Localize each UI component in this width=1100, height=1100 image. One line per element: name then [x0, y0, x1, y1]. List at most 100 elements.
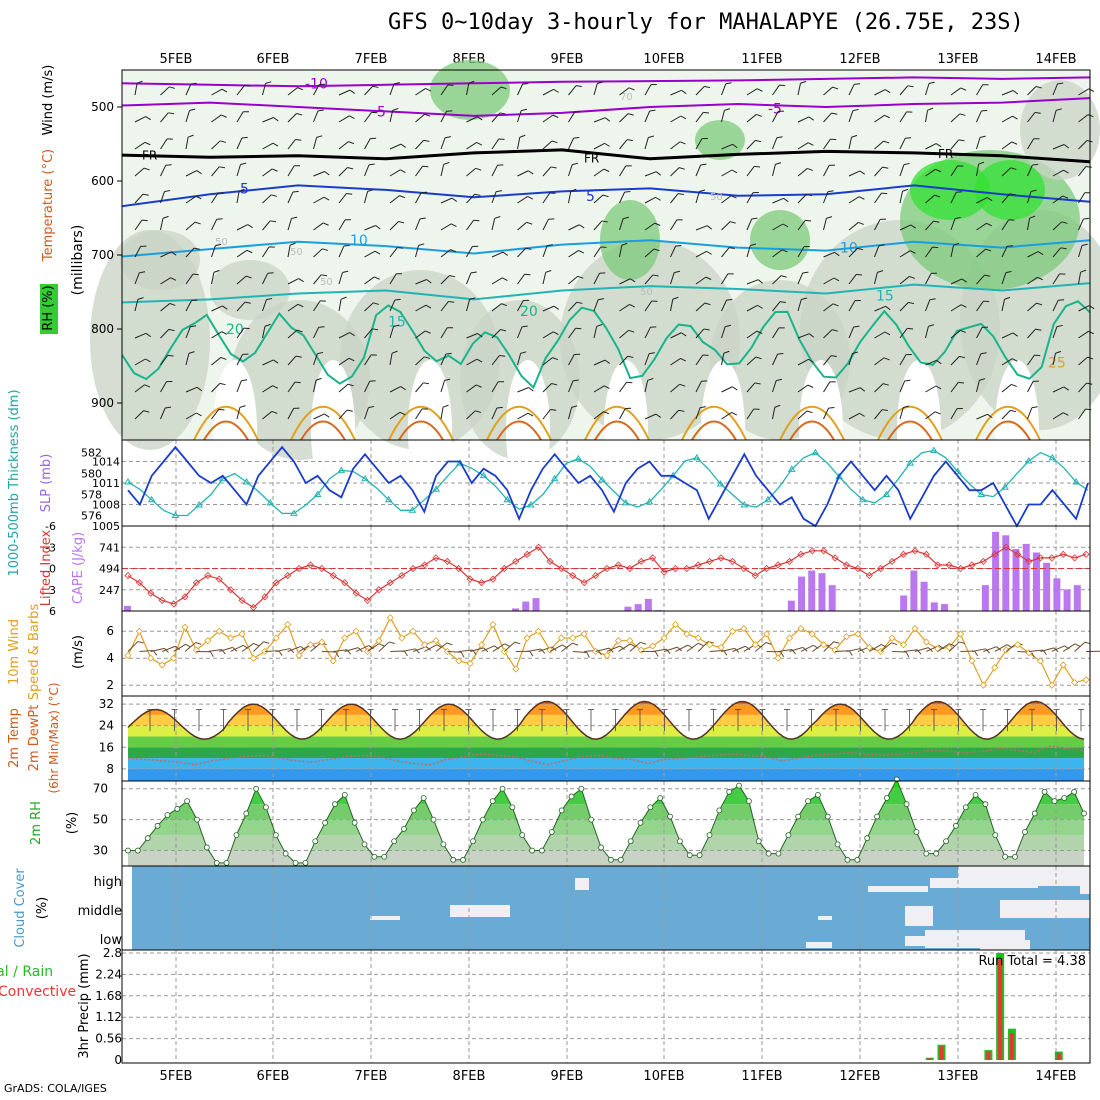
- wind-barb-staff: [415, 279, 427, 285]
- cloud-patch: [905, 936, 935, 946]
- wind-barb: [211, 88, 228, 96]
- wind-barb-staff: [389, 247, 398, 258]
- wind-barb-flag: [295, 355, 302, 358]
- wind-barb: [914, 647, 933, 652]
- lifted-index-marker: [877, 564, 885, 573]
- wind-barb-flag: [752, 192, 759, 194]
- wind-barb-flag: [702, 354, 709, 356]
- temperature-contour: [300, 420, 346, 441]
- rh-legend-swatch: [40, 284, 58, 334]
- wind-barb-flag: [476, 358, 483, 363]
- lifted-index-marker: [797, 550, 805, 558]
- lifted-index-marker: [181, 593, 189, 601]
- wind-barb-staff: [415, 356, 425, 366]
- wind-barb-flag: [221, 88, 228, 93]
- wind-barb-flag: [577, 275, 584, 279]
- y-tick-label-right: 494: [99, 563, 120, 576]
- rh-marker: [1061, 795, 1068, 801]
- wind-barb-flag: [292, 190, 299, 193]
- wind-barb: [721, 169, 738, 177]
- wind-barb: [1001, 332, 1018, 339]
- wind-barb-flag: [803, 246, 810, 248]
- wind-barb-flag: [934, 194, 941, 198]
- wind-barb-flag: [652, 274, 659, 277]
- wind-barb-flag: [1063, 169, 1069, 174]
- wind-barb-flag: [445, 352, 452, 355]
- wind-barb: [1078, 382, 1093, 393]
- wind-barb-staff: [772, 164, 776, 177]
- wind-barb: [619, 139, 633, 150]
- temperature-contour-label: 15: [876, 289, 894, 305]
- wind-barb-staff: [568, 327, 576, 339]
- rh-marker: [154, 822, 161, 829]
- lifted-index-marker: [785, 557, 794, 565]
- wind-barb-staff: [823, 191, 829, 204]
- wind-barb-flag: [851, 134, 858, 138]
- wind-barb-flag: [552, 357, 559, 361]
- wind-barb-staff: [644, 196, 656, 204]
- temperature-line: [127, 700, 1085, 740]
- wind-barb-staff: [593, 359, 606, 366]
- wind-barb-staff: [517, 247, 527, 258]
- rh-marker: [765, 850, 772, 857]
- wind-barb-staff: [491, 251, 504, 258]
- wind-barb: [568, 85, 582, 96]
- wind-barb-staff: [848, 110, 854, 123]
- wind-speed-marker: [717, 643, 725, 651]
- cape-bar: [798, 576, 806, 611]
- wind-barb-flag: [168, 112, 175, 115]
- wind-barb-flag: [527, 412, 534, 417]
- wind-barb-staff: [1027, 164, 1033, 177]
- wind-barb-staff: [236, 111, 244, 123]
- wind-barb-staff: [1052, 273, 1060, 285]
- wind-barb: [899, 137, 912, 150]
- wind-barb-flag: [978, 161, 985, 165]
- wind-barb-flag: [982, 326, 988, 328]
- wind-barb: [542, 331, 559, 339]
- wind-barb-staff: [364, 328, 373, 339]
- wind-barb-staff: [1078, 356, 1088, 366]
- wind-barb-staff: [517, 196, 528, 204]
- lifted-index-marker: [535, 543, 543, 551]
- wind-barb-staff: [899, 302, 909, 312]
- wind-barb: [950, 329, 966, 339]
- wind-barb-flag: [753, 408, 760, 410]
- wind-barb: [593, 272, 606, 285]
- wind-barb-flag: [346, 193, 353, 195]
- wind-barb-staff: [262, 117, 274, 123]
- wind-barb: [491, 303, 508, 312]
- rh-marker: [854, 856, 861, 863]
- wind-barb-staff: [338, 272, 343, 285]
- wind-barb: [797, 246, 810, 258]
- thickness-marker: [764, 495, 772, 503]
- lifted-index-marker: [831, 554, 839, 562]
- precip-convective-bar: [986, 1051, 991, 1060]
- wind-barb: [721, 82, 732, 96]
- wind-barb-flag: [626, 381, 633, 384]
- wind-barb-flag: [526, 221, 533, 225]
- wind-barb: [211, 305, 228, 312]
- wind-barb-staff: [686, 642, 699, 652]
- cape-bar: [1063, 589, 1071, 611]
- wind-barb: [1001, 245, 1014, 258]
- wind-barb-staff: [823, 329, 833, 339]
- wind-barb-flag: [754, 165, 761, 168]
- wind-barb-flag: [1007, 245, 1014, 247]
- temp-band: [128, 758, 1084, 769]
- wind-barb-staff: [491, 138, 500, 150]
- wind-barb-staff: [629, 641, 641, 652]
- wind-barb-flag: [726, 299, 733, 301]
- wind-speed-marker: [318, 638, 326, 646]
- wind-barb-staff: [746, 192, 754, 204]
- wind-barb-staff: [1001, 115, 1013, 123]
- wind-barb: [466, 80, 475, 96]
- wind-barb-staff: [789, 646, 804, 652]
- wind-barb-staff: [313, 84, 320, 96]
- wind-barb: [950, 191, 963, 204]
- rh-marker: [913, 829, 920, 835]
- wind-barb: [899, 111, 913, 123]
- wind-barb-flag: [878, 244, 885, 247]
- wind-barb-flag: [954, 216, 961, 220]
- wind-speed-marker: [158, 661, 166, 669]
- wind-barb-staff: [338, 383, 349, 393]
